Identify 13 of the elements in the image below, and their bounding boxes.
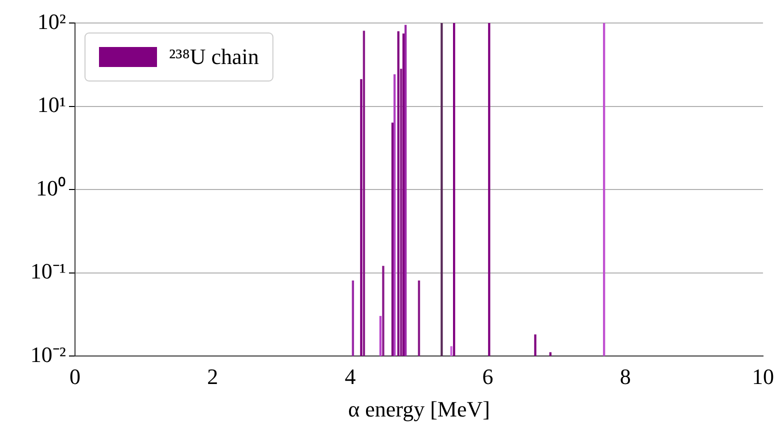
x-tick-label: 10	[752, 364, 774, 389]
x-tick-label: 4	[344, 364, 356, 389]
x-tick-label: 6	[482, 364, 494, 389]
y-tick-label: 10¹	[37, 92, 66, 118]
x-tick-label: 8	[620, 364, 631, 389]
x-axis-title: α energy [MeV]	[348, 396, 490, 422]
y-tick-label: 10²	[37, 8, 66, 34]
x-tick-label: 2	[207, 364, 218, 389]
y-tick-label: 10⁻¹	[30, 258, 66, 284]
y-tick-label: 10⁻²	[30, 342, 66, 367]
x-tick-label: 0	[70, 364, 80, 389]
y-tick-label: 10⁰	[36, 175, 66, 200]
legend-label: ²³⁸U chain	[169, 44, 259, 69]
